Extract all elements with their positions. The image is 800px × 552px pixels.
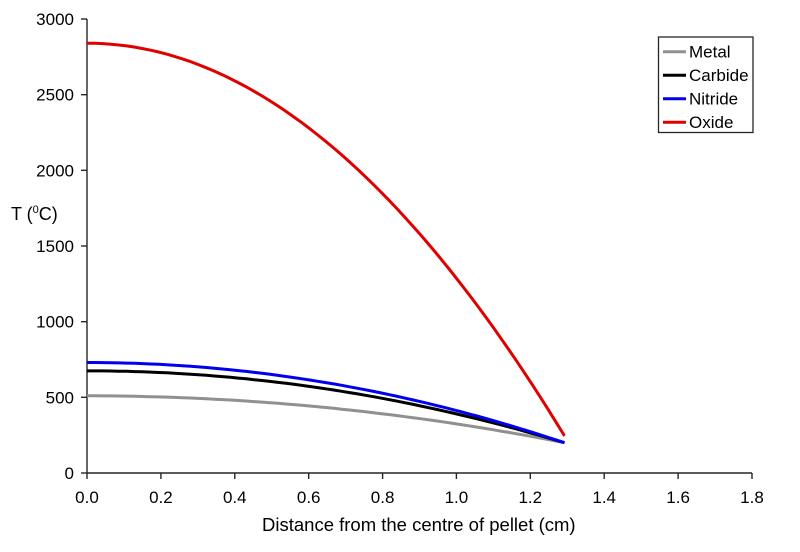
svg-text:0: 0	[65, 464, 74, 483]
svg-text:0.6: 0.6	[297, 488, 321, 507]
svg-text:1000: 1000	[36, 313, 74, 332]
svg-text:T (0C): T (0C)	[11, 204, 58, 224]
svg-text:1.8: 1.8	[740, 488, 764, 507]
svg-text:1.0: 1.0	[445, 488, 469, 507]
svg-text:2500: 2500	[36, 86, 74, 105]
svg-text:0.2: 0.2	[149, 488, 173, 507]
svg-text:Oxide: Oxide	[689, 113, 733, 132]
svg-text:Metal: Metal	[689, 43, 731, 62]
svg-text:2000: 2000	[36, 161, 74, 180]
svg-text:500: 500	[46, 388, 74, 407]
svg-text:0.4: 0.4	[223, 488, 247, 507]
svg-text:1.4: 1.4	[592, 488, 616, 507]
svg-text:3000: 3000	[36, 10, 74, 29]
svg-text:Distance from the centre of pe: Distance from the centre of pellet (cm)	[262, 514, 576, 535]
svg-text:1.2: 1.2	[518, 488, 542, 507]
svg-text:0.0: 0.0	[75, 488, 99, 507]
svg-text:0.8: 0.8	[371, 488, 395, 507]
svg-text:Carbide: Carbide	[689, 66, 749, 85]
svg-text:1.6: 1.6	[666, 488, 690, 507]
svg-text:1500: 1500	[36, 237, 74, 256]
svg-text:Nitride: Nitride	[689, 90, 738, 109]
